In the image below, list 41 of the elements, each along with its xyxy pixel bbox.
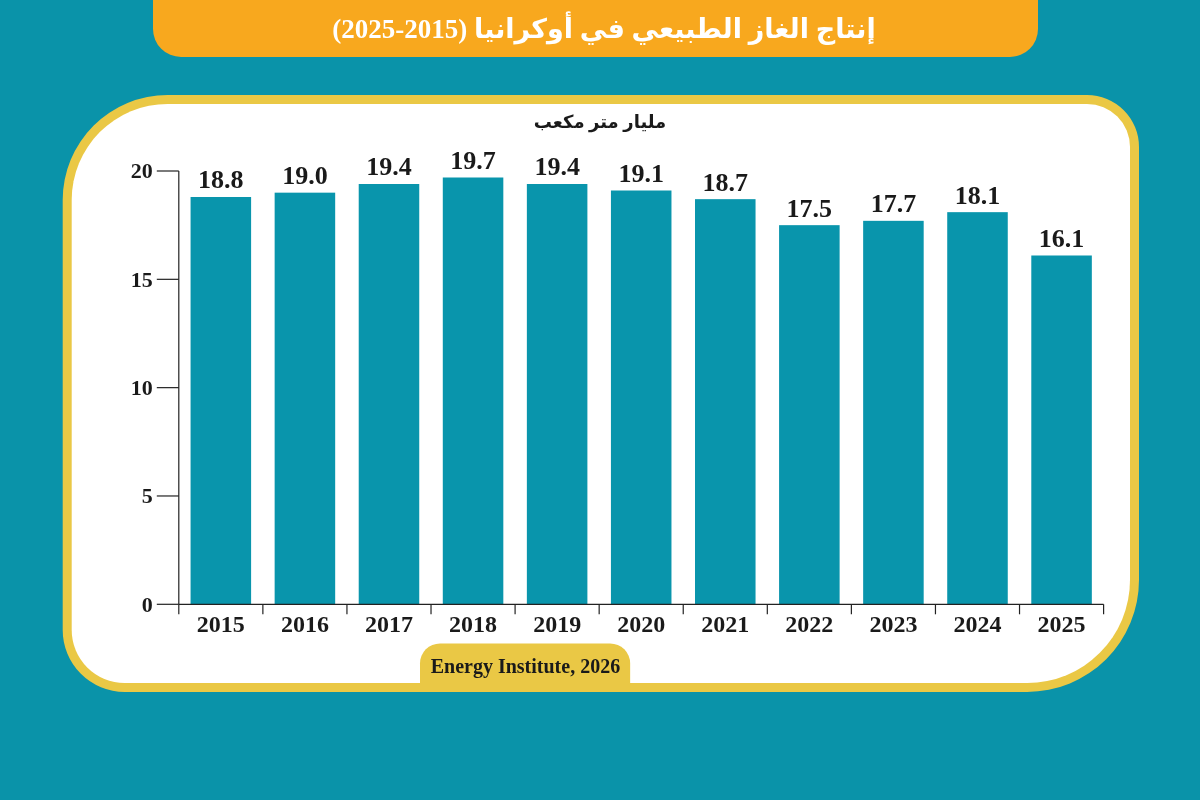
data-label: 17.5	[786, 193, 833, 223]
x-tick-label: 2024	[953, 611, 1002, 637]
y-tick-label: 20	[130, 158, 153, 184]
bar	[190, 197, 252, 605]
bar	[863, 220, 924, 605]
y-tick-label: 10	[130, 375, 153, 401]
data-label: 19.1	[618, 159, 664, 188]
data-label: 19.4	[366, 152, 412, 182]
y-tick-label: 5	[141, 483, 153, 509]
data-label: 19.4	[534, 152, 580, 182]
bar	[526, 184, 588, 605]
bar	[274, 192, 336, 605]
data-label: 19.7	[450, 146, 496, 175]
y-tick-label: 15	[130, 266, 153, 292]
data-label: 18.1	[954, 180, 1001, 210]
chart-title: إنتاج الغاز الطبيعي في أوكرانيا (2015-2025)	[332, 11, 876, 45]
x-tick-label: 2025	[1037, 611, 1086, 637]
x-tick-label: 2015	[196, 611, 245, 637]
bar	[779, 225, 840, 605]
bar	[358, 184, 420, 605]
x-tick-label: 2016	[280, 611, 329, 637]
x-tick-label: 2018	[449, 611, 498, 637]
data-label: 16.1	[1038, 223, 1085, 253]
text: Energy Institute, 2026	[430, 655, 621, 679]
data-label: 17.7	[870, 189, 917, 219]
x-tick-label: 2021	[701, 611, 750, 637]
x-tick-label: 2019	[533, 611, 582, 637]
data-label: 18.8	[198, 165, 244, 195]
bar	[1031, 255, 1092, 605]
bar	[947, 212, 1008, 605]
y-tick-label: 0	[141, 591, 153, 617]
data-label: 19.0	[282, 161, 328, 191]
y-axis-title: مليار متر مكعب	[533, 112, 667, 133]
bar	[695, 199, 756, 605]
x-tick-label: 2017	[364, 611, 413, 637]
data-label: 18.7	[702, 167, 749, 197]
x-tick-label: 2022	[785, 611, 834, 637]
bar	[610, 190, 672, 605]
bar	[442, 177, 504, 605]
x-tick-label: 2023	[869, 611, 918, 637]
x-tick-label: 2020	[617, 611, 666, 637]
